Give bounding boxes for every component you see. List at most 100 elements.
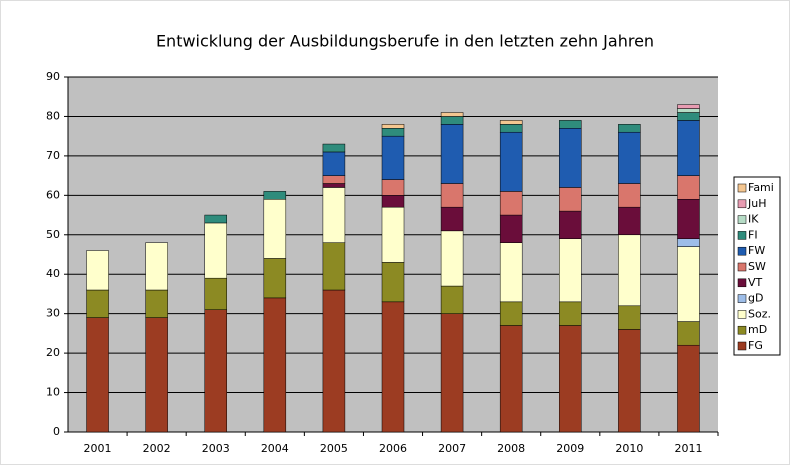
x-tick-label: 2009 (556, 442, 584, 455)
bar-segment (381, 124, 405, 129)
y-tick-label: 70 (46, 149, 60, 162)
legend-swatch (737, 262, 747, 272)
chart-title: Entwicklung der Ausbildungsberufe in den… (156, 32, 654, 51)
legend-swatch (737, 294, 747, 303)
bar-segment (381, 262, 405, 303)
x-tick-label: 2006 (379, 442, 407, 455)
bar-segment (381, 195, 405, 208)
bar-segment (618, 234, 641, 307)
y-tick-label: 0 (53, 425, 60, 438)
y-tick-label: 60 (46, 188, 60, 201)
bar-segment (381, 179, 405, 196)
bar-segment (145, 317, 168, 433)
bar-segment (499, 191, 523, 216)
x-tick-label: 2001 (84, 442, 112, 455)
bar-segment (440, 124, 464, 184)
bar-segment (263, 191, 287, 200)
bar-segment (263, 297, 287, 433)
bar-segment (322, 143, 346, 153)
bar-segment (440, 206, 464, 232)
bar-segment (440, 112, 464, 117)
bar-segment (381, 206, 405, 263)
bar-segment (677, 108, 700, 113)
bar-segment (322, 242, 346, 291)
bar-segment (263, 258, 287, 299)
bar-segment (145, 242, 168, 291)
bar-segment (322, 183, 346, 188)
legend-label: FG (748, 339, 763, 352)
legend-swatch (737, 231, 747, 240)
bar-segment (618, 206, 641, 236)
bar-segment (559, 210, 582, 239)
bar-segment (204, 277, 227, 310)
bar-segment (677, 112, 700, 121)
bar-segment (499, 214, 523, 243)
bar-segment (559, 187, 582, 212)
bar-segment (499, 120, 523, 125)
x-tick-label: 2011 (674, 442, 702, 455)
bar-segment (559, 128, 582, 188)
bar-segment (440, 116, 464, 125)
legend-swatch (737, 246, 747, 256)
bar-segment (381, 135, 405, 180)
bar-segment (440, 230, 464, 287)
y-tick-label: 30 (46, 307, 60, 320)
bar-segment (559, 120, 582, 129)
legend-label: Fami (748, 181, 774, 194)
x-tick-label: 2004 (261, 442, 289, 455)
y-tick-label: 50 (46, 228, 60, 241)
legend-label: gD (748, 292, 763, 305)
y-tick-label: 80 (46, 109, 60, 122)
bar-segment (440, 285, 464, 314)
bar-segment (618, 131, 641, 184)
bar-segment (263, 199, 287, 259)
legend-label: mD (748, 323, 767, 336)
bar-segment (381, 128, 405, 137)
bar-segment (440, 313, 464, 433)
bar-segment (86, 250, 109, 291)
bar-segment (677, 104, 700, 109)
bar-segment (440, 183, 464, 208)
bar-segment (499, 124, 523, 133)
bar-segment (559, 301, 582, 326)
legend-label: IK (748, 213, 759, 226)
bar-segment (204, 222, 227, 279)
legend-swatch (737, 310, 747, 319)
legend-label: Soz. (748, 307, 771, 320)
bar-segment (204, 214, 227, 224)
bar-segment (677, 120, 700, 176)
x-tick-label: 2002 (143, 442, 171, 455)
bar-segment (677, 321, 700, 346)
bar-segment (559, 325, 582, 433)
legend-swatch (737, 183, 747, 193)
bar-segment (618, 124, 641, 133)
bar-segment (204, 309, 227, 433)
bar-segment (499, 242, 523, 303)
bar-segment (322, 289, 346, 433)
legend-swatch (737, 325, 747, 335)
y-tick-label: 10 (46, 386, 60, 399)
bar-segment (618, 329, 641, 433)
bar-segment (499, 301, 523, 326)
bar-segment (677, 246, 700, 322)
bar-segment (322, 175, 346, 184)
bar-segment (86, 289, 109, 318)
bar-segment (559, 238, 582, 303)
legend-label: SW (748, 260, 766, 273)
y-tick-label: 40 (46, 267, 60, 280)
legend-label: JuH (747, 197, 767, 210)
x-tick-label: 2003 (202, 442, 230, 455)
bar-segment (381, 301, 405, 433)
legend-label: VT (748, 276, 763, 289)
y-tick-label: 20 (46, 346, 60, 359)
x-tick-label: 2010 (615, 442, 643, 455)
bar-segment (322, 151, 346, 176)
x-tick-label: 2005 (320, 442, 348, 455)
bar-segment (86, 317, 109, 433)
y-tick-label: 90 (46, 70, 60, 83)
bar-segment (618, 183, 641, 208)
bar-segment (499, 131, 523, 192)
legend-swatch (737, 215, 747, 224)
bar-segment (322, 187, 346, 243)
